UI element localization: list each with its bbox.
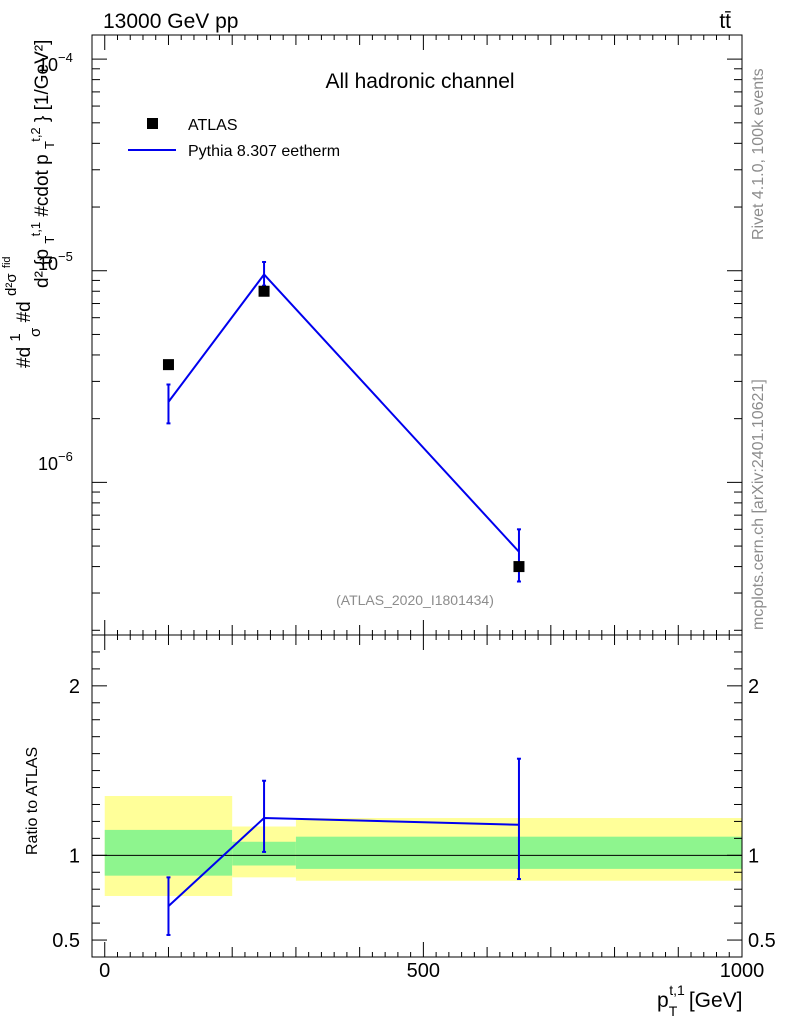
y-tick-exp-1e-4: −4 [58,50,73,65]
ratio-bands [104,796,742,896]
ratio-y-axis-label: Ratio to ATLAS [24,747,41,855]
mcplots-source-label: mcplots.cern.ch [arXiv:2401.10621] [750,379,767,630]
x-axis-label: pTt,1 [GeV] [657,982,743,1019]
y-tick-base-1e-5: 10 [38,254,58,274]
legend-atlas-marker [147,118,158,129]
ratio-y-tick-label: 1 [69,845,80,867]
energy-label: 13000 GeV pp [103,10,238,33]
y-tick-label-1e-5: 10−5 [38,249,73,274]
analysis-watermark: (ATLAS_2020_I1801434) [336,592,494,608]
legend: ATLAS Pythia 8.307 eetherm [128,117,340,160]
x-tick-label: 0 [99,960,110,982]
ratio-axes: 0.5 0.5 1 1 2 2 0 500 1000 [52,634,776,982]
ratio-y-tick-label: 2 [69,676,80,698]
atlas-point [258,285,270,297]
main-data [162,260,525,583]
main-y-axis-label: #d 1 σ #d d²σ fid d² {p T t,1 #cdot p T … [0,40,59,368]
atlas-point [513,561,525,573]
ratio-y-tick-label-right: 0.5 [748,930,776,952]
process-label: tt̄ [719,10,731,33]
y-tick-label-1e-6: 10−6 [38,449,73,474]
pythia-line [167,272,520,553]
legend-pythia-label: Pythia 8.307 eetherm [188,143,340,160]
ratio-stat-band [232,841,296,866]
ratio-data [166,757,521,936]
main-panel: All hadronic channel (ATLAS_2020_I180143… [0,34,743,636]
ratio-stat-band [104,829,233,876]
ratio-panel: 0.5 0.5 1 1 2 2 0 500 1000 Ratio to ATLAS pTt,1[… [24,634,776,1019]
y-tick-base-1e-6: 10 [38,454,58,474]
ratio-frame [91,634,743,958]
chart-title: All hadronic channel [325,70,514,93]
svg-text:d² {p T t,1: d² {p T t,1 #cdot p T t,2 } [1/GeV²] [24,40,59,288]
atlas-point [162,359,174,371]
y-tick-exp-1e-5: −5 [58,249,73,264]
legend-atlas-label: ATLAS [188,117,238,134]
rivet-version-label: Rivet 4.1.0, 100k events [750,68,767,240]
ratio-y-tick-label-right: 2 [748,676,759,698]
svg-text:#d 1 σ: #d 1 σ #d d²σ fid [0,256,45,368]
y-tick-exp-1e-6: −6 [58,449,73,464]
ratio-y-tick-label-right: 1 [748,845,759,867]
x-tick-label: 500 [407,960,440,982]
y-tick-base-1e-4: 10 [38,55,58,75]
main-y-tick-labels: 10−6 10−5 10−4 [38,50,73,474]
x-tick-label: 1000 [720,960,765,982]
ratio-y-tick-label: 0.5 [52,930,80,952]
y-tick-label-1e-4: 10−4 [38,50,73,75]
